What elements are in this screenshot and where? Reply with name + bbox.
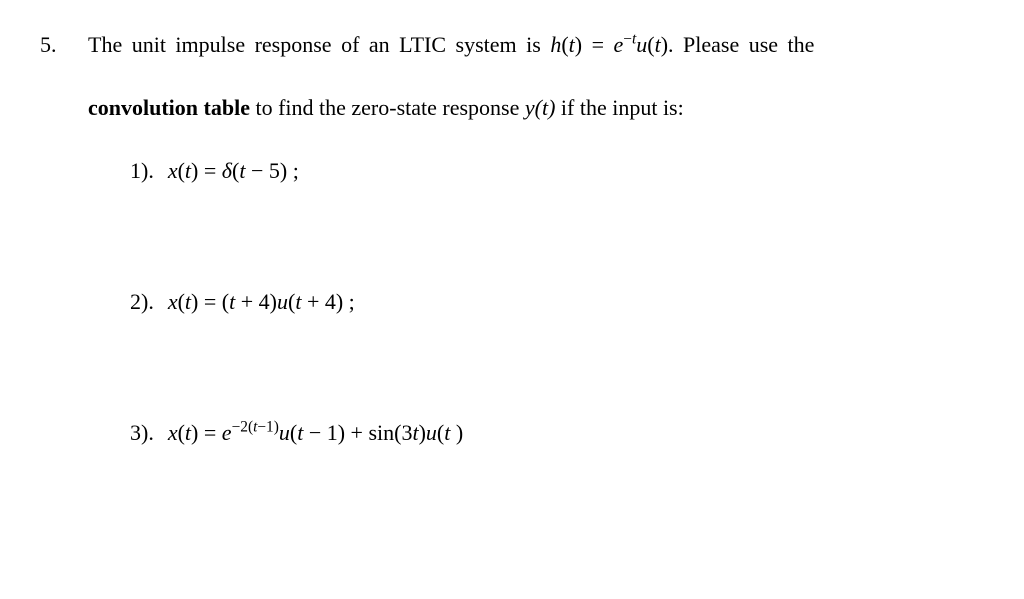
sub-item-1: 1). x(t) = δ(t − 5) ; [130,154,984,187]
statement-line-1: The unit impulse response of an LTIC sys… [88,28,984,61]
h-arg: (t) [561,32,582,57]
x-arg-3: (t) [178,420,199,445]
problem-statement: The unit impulse response of an LTIC sys… [88,28,984,124]
formula-3: x(t) = e−2(t−1)u(t − 1) + sin(3t)u(t ) [168,416,463,449]
delta-arg-1: (t − 5) ; [232,158,299,183]
u-2: u [277,289,288,314]
u1-arg-3: (t − 1) + sin(3t) [290,420,426,445]
sub-item-2: 2). x(t) = (t + 4)u(t + 4) ; [130,285,984,318]
sub-number-3: 3). [130,416,154,449]
problem-number: 5. [40,28,72,449]
exp1: −t [623,31,636,48]
delta-1: δ [222,158,232,183]
exp1-neg: − [623,31,632,48]
u1-arg: (t) [647,32,668,57]
line2-mid: to find the zero-state response [250,95,525,120]
y-func: y(t) [525,95,556,120]
conv-table-bold: convolution table [88,95,250,120]
statement-line-2: convolution table to find the zero-state… [88,91,984,124]
u2-arg-3: (t ) [437,420,463,445]
line2-post: if the input is: [555,95,683,120]
statement-post: . Please use the [668,32,814,57]
sub-number-1: 1). [130,154,154,187]
formula-1: x(t) = δ(t − 5) ; [168,154,299,187]
x-arg-1: (t) [178,158,199,183]
eq-1: = [198,158,221,183]
sub-item-3: 3). x(t) = e−2(t−1)u(t − 1) + sin(3t)u(t… [130,416,984,449]
h-func: h [550,32,561,57]
u-arg-2: (t + 4) ; [288,289,355,314]
u1: u [636,32,647,57]
u1-3: u [279,420,290,445]
exp-3: −2(t−1) [232,419,279,436]
eq-3: = [198,420,221,445]
x-3: x [168,420,178,445]
e1: e [614,32,624,57]
problem-container: 5. The unit impulse response of an LTIC … [40,28,984,449]
eq1: = [582,32,613,57]
problem-body: The unit impulse response of an LTIC sys… [88,28,984,449]
formula-2: x(t) = (t + 4)u(t + 4) ; [168,285,355,318]
x-1: x [168,158,178,183]
body-2: (t + 4) [222,289,277,314]
u2-3: u [426,420,437,445]
statement-pre: The unit impulse response of an LTIC sys… [88,32,550,57]
x-arg-2: (t) [178,289,199,314]
e-3: e [222,420,232,445]
x-2: x [168,289,178,314]
sub-number-2: 2). [130,285,154,318]
eq-2: = [198,289,221,314]
sub-items: 1). x(t) = δ(t − 5) ; 2). x(t) = (t + 4)… [88,154,984,449]
